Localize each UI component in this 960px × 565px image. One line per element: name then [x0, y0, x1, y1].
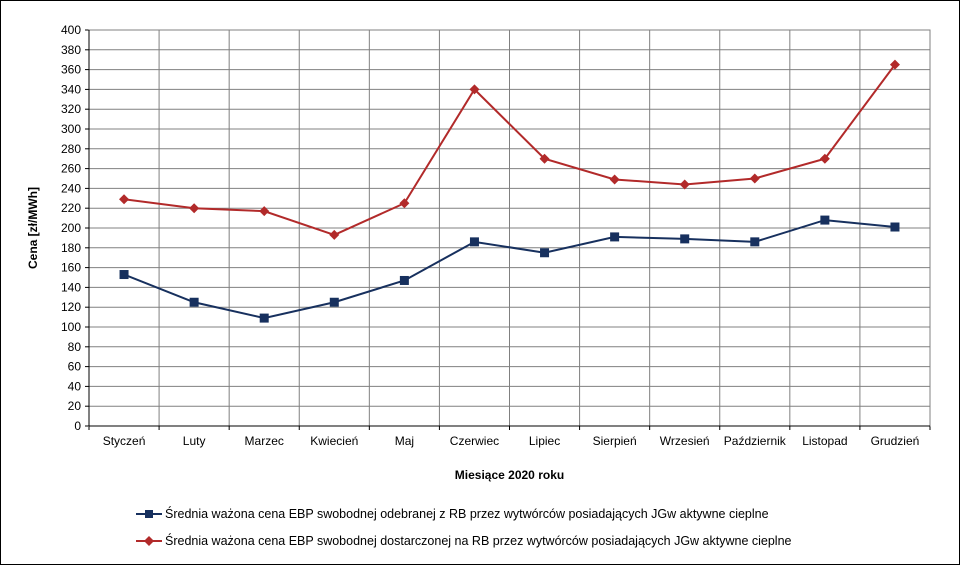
y-tick-label: 80	[68, 340, 82, 354]
y-tick-label: 120	[61, 300, 81, 314]
legend-label: Średnia ważona cena EBP swobodnej odebra…	[165, 507, 769, 521]
data-point-diamond	[749, 173, 760, 184]
data-point-square	[119, 270, 129, 280]
y-tick-label: 340	[61, 82, 81, 96]
y-tick-label: 380	[61, 43, 81, 57]
line-chart: 0 20 40 60 80 100 120 140 160 180 200 220 240 260 280 3…	[26, 23, 931, 482]
series-line-1	[123, 64, 896, 237]
data-point-square	[820, 215, 830, 225]
y-tick-label: 160	[61, 261, 81, 275]
data-point-diamond	[679, 179, 690, 190]
x-tick-label: Marzec	[245, 434, 284, 448]
data-point-diamond	[189, 203, 200, 214]
x-tick-label: Kwiecień	[310, 434, 358, 448]
data-point-diamond	[819, 153, 830, 164]
data-point-square	[610, 232, 620, 242]
data-point-square	[399, 275, 409, 285]
y-tick-label: 320	[61, 102, 81, 116]
data-point-square	[259, 313, 269, 323]
legend-marker-square-icon	[136, 510, 162, 518]
data-point-square	[189, 297, 199, 307]
x-tick-label: Maj	[395, 434, 414, 448]
data-point-diamond	[889, 59, 900, 70]
series-line-0	[123, 219, 896, 320]
data-point-square	[469, 237, 479, 247]
y-tick-label: 0	[74, 419, 81, 433]
x-tick-label: Lipiec	[529, 434, 560, 448]
x-tick-label: Listopad	[802, 434, 847, 448]
y-tick-label: 260	[61, 162, 81, 176]
x-tick-label: Czerwiec	[450, 434, 499, 448]
y-tick-label: 240	[61, 181, 81, 195]
x-axis-title: Miesiące 2020 roku	[455, 468, 564, 482]
x-tick-label: Sierpień	[593, 434, 637, 448]
data-point-square	[750, 237, 760, 247]
legend-item-delivered: Średnia ważona cena EBP swobodnej dostar…	[136, 534, 792, 548]
data-point-diamond	[609, 174, 620, 185]
data-point-square	[329, 297, 339, 307]
y-tick-label: 220	[61, 201, 81, 215]
y-axis-title: Cena [zł/MWh]	[26, 187, 40, 269]
y-tick-label: 140	[61, 280, 81, 294]
data-point-diamond	[539, 153, 550, 164]
data-point-diamond	[329, 229, 340, 240]
x-tick-label: Grudzień	[871, 434, 920, 448]
y-tick-label: 200	[61, 221, 81, 235]
y-tick-label: 300	[61, 122, 81, 136]
legend-label: Średnia ważona cena EBP swobodnej dostar…	[165, 534, 792, 548]
x-tick-label: Luty	[183, 434, 206, 448]
data-point-square	[890, 222, 900, 232]
data-point-square	[680, 234, 690, 244]
data-point-diamond	[469, 84, 480, 95]
y-tick-label: 60	[68, 360, 82, 374]
y-tick-label: 400	[61, 23, 81, 37]
y-tick-label: 20	[68, 399, 82, 413]
y-tick-label: 100	[61, 320, 81, 334]
x-tick-label: Wrzesień	[660, 434, 710, 448]
y-tick-label: 180	[61, 241, 81, 255]
legend-item-received: Średnia ważona cena EBP swobodnej odebra…	[136, 507, 769, 521]
data-point-diamond	[399, 198, 410, 209]
y-tick-label: 280	[61, 142, 81, 156]
data-point-diamond	[259, 206, 270, 217]
legend-marker-diamond-icon	[136, 536, 162, 546]
x-tick-label: Październik	[724, 434, 787, 448]
data-point-square	[540, 248, 550, 258]
data-point-diamond	[119, 194, 130, 205]
y-tick-label: 360	[61, 63, 81, 77]
y-tick-label: 40	[68, 379, 82, 393]
x-tick-label: Styczeń	[103, 434, 146, 448]
